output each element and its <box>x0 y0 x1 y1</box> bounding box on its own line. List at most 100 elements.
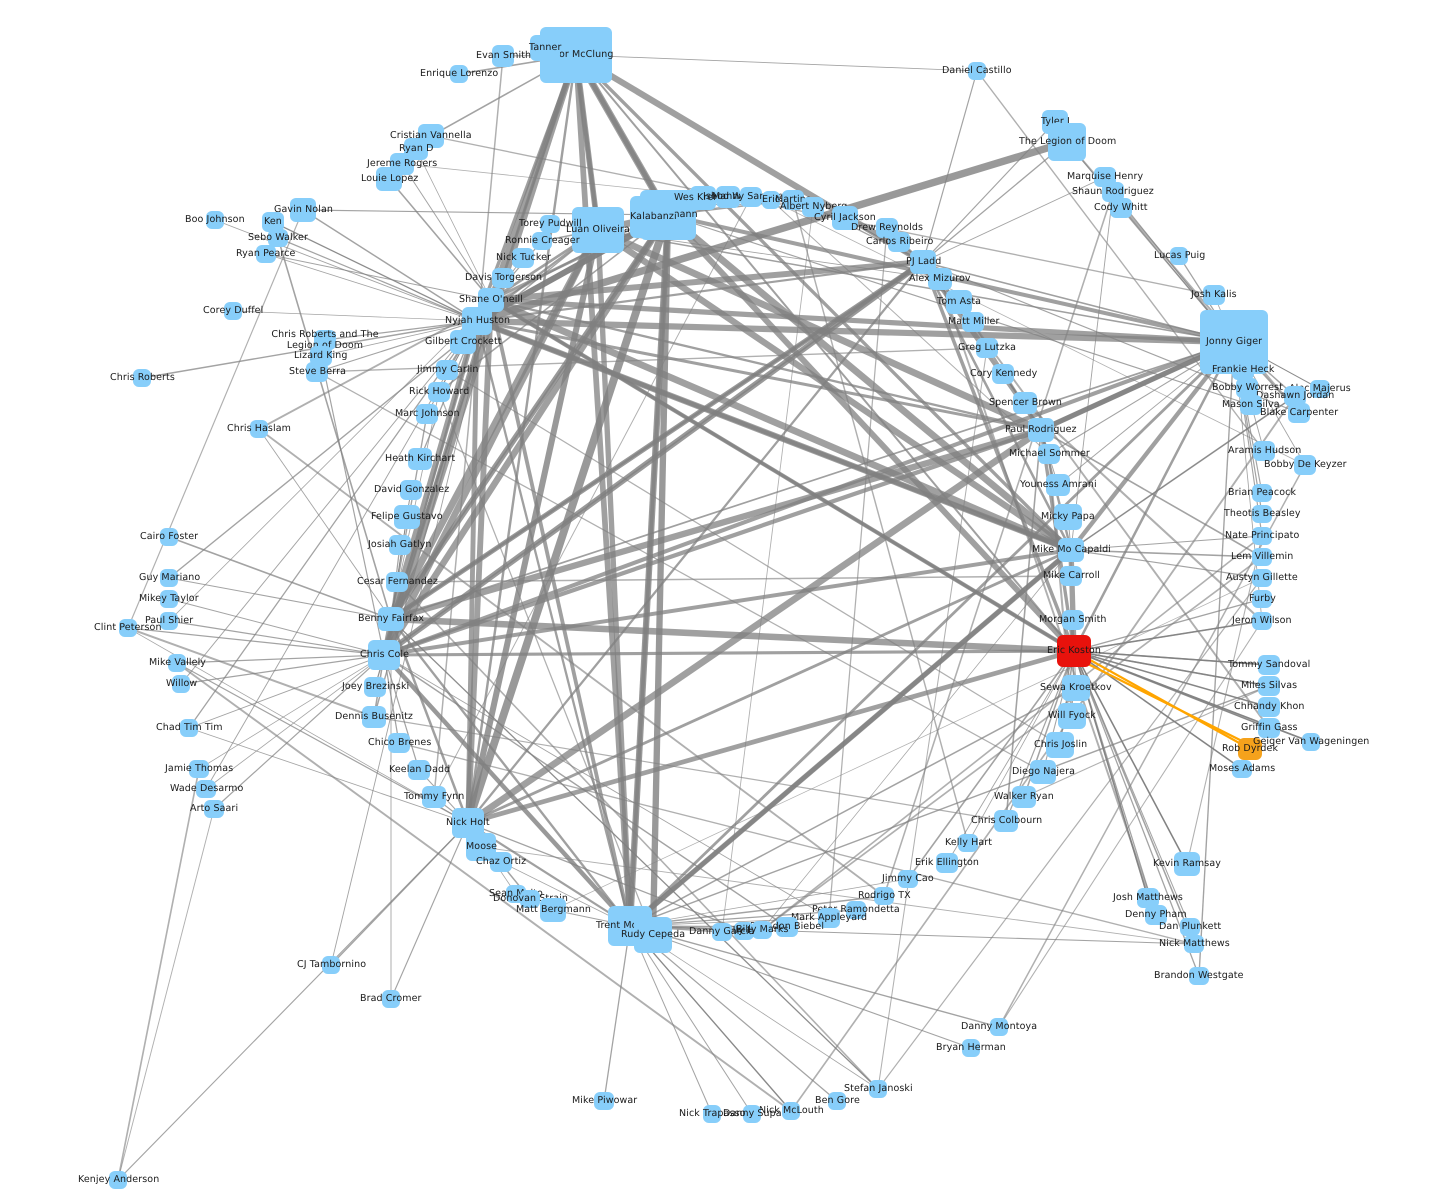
graph-node[interactable] <box>874 887 894 905</box>
graph-node[interactable] <box>1145 905 1167 925</box>
graph-node[interactable] <box>160 612 178 630</box>
graph-node[interactable] <box>540 215 560 233</box>
graph-node[interactable] <box>1288 403 1310 423</box>
graph-node[interactable] <box>1174 852 1200 876</box>
graph-node[interactable] <box>1240 395 1262 415</box>
graph-node[interactable] <box>196 780 216 798</box>
graph-node[interactable] <box>376 167 402 191</box>
graph-node[interactable] <box>762 191 780 209</box>
graph-node[interactable] <box>180 719 198 737</box>
graph-node[interactable] <box>1054 504 1082 530</box>
graph-node[interactable] <box>368 640 400 670</box>
graph-node[interactable] <box>1258 676 1280 696</box>
graph-node[interactable] <box>386 572 408 592</box>
graph-node[interactable] <box>1060 566 1082 586</box>
graph-node[interactable] <box>958 834 978 852</box>
graph-node[interactable] <box>634 917 672 953</box>
graph-node[interactable] <box>1284 386 1306 406</box>
graph-node[interactable] <box>1258 655 1280 675</box>
graph-node[interactable] <box>189 760 209 778</box>
graph-node[interactable] <box>1184 935 1204 953</box>
graph-node[interactable] <box>400 480 422 500</box>
graph-node[interactable] <box>428 382 450 402</box>
graph-node[interactable] <box>962 312 984 332</box>
graph-node[interactable] <box>928 268 952 290</box>
graph-node[interactable] <box>976 338 998 358</box>
graph-node[interactable] <box>422 786 446 808</box>
graph-node[interactable] <box>572 207 624 253</box>
graph-node[interactable] <box>314 330 336 350</box>
graph-node[interactable] <box>992 364 1014 384</box>
graph-node[interactable] <box>1062 610 1084 630</box>
graph-node[interactable] <box>168 654 186 672</box>
graph-node[interactable] <box>946 290 972 314</box>
graph-node[interactable] <box>782 190 804 210</box>
graph-node[interactable] <box>1203 285 1225 305</box>
graph-node[interactable] <box>740 187 762 207</box>
graph-node[interactable] <box>119 619 137 637</box>
graph-node[interactable] <box>962 1039 980 1057</box>
graph-node[interactable] <box>869 1080 887 1098</box>
graph-node[interactable] <box>492 268 514 288</box>
graph-node[interactable] <box>1310 380 1330 398</box>
graph-node[interactable] <box>1232 360 1254 380</box>
graph-node[interactable] <box>990 1018 1008 1036</box>
graph-node[interactable] <box>322 956 340 974</box>
graph-node[interactable] <box>520 890 540 908</box>
graph-node[interactable] <box>1046 474 1070 496</box>
graph-node[interactable] <box>204 800 224 818</box>
graph-node[interactable] <box>1028 418 1054 442</box>
graph-node[interactable] <box>1236 378 1258 398</box>
graph-node[interactable] <box>1238 738 1262 760</box>
graph-node[interactable] <box>1189 967 1209 985</box>
graph-node[interactable] <box>310 346 332 366</box>
graph-node[interactable] <box>408 760 430 780</box>
graph-node[interactable] <box>1252 527 1272 545</box>
graph-node[interactable] <box>846 901 866 919</box>
graph-node[interactable] <box>1102 182 1124 202</box>
graph-node[interactable] <box>802 197 824 217</box>
graph-node[interactable] <box>408 448 432 470</box>
graph-node[interactable] <box>362 706 386 728</box>
graph-node[interactable] <box>416 404 438 424</box>
graph-node[interactable] <box>832 206 858 230</box>
graph-node[interactable] <box>306 362 328 382</box>
graph-node[interactable] <box>818 908 840 928</box>
graph-node[interactable] <box>1180 918 1200 936</box>
graph-node[interactable] <box>250 420 268 438</box>
graph-node[interactable] <box>492 45 514 67</box>
graph-node[interactable] <box>1258 718 1280 738</box>
graph-node[interactable] <box>530 35 560 61</box>
graph-node[interactable] <box>1057 635 1091 667</box>
graph-node[interactable] <box>160 528 178 546</box>
graph-node[interactable] <box>388 733 410 753</box>
graph-node[interactable] <box>109 1171 127 1189</box>
graph-node[interactable] <box>690 186 716 210</box>
graph-node[interactable] <box>160 590 178 608</box>
graph-node[interactable] <box>734 922 754 940</box>
graph-node[interactable] <box>1232 760 1252 778</box>
graph-node[interactable] <box>630 196 676 238</box>
graph-node[interactable] <box>716 186 740 208</box>
graph-node[interactable] <box>1048 123 1086 161</box>
graph-node[interactable] <box>512 248 534 268</box>
graph-node[interactable] <box>828 1092 846 1110</box>
graph-node[interactable] <box>703 1105 721 1123</box>
graph-node[interactable] <box>1046 732 1074 758</box>
graph-node[interactable] <box>436 360 458 380</box>
graph-node[interactable] <box>290 198 316 222</box>
graph-node[interactable] <box>540 898 566 922</box>
graph-node[interactable] <box>594 1092 614 1110</box>
graph-node[interactable] <box>1252 569 1272 587</box>
graph-node[interactable] <box>224 302 242 320</box>
graph-node[interactable] <box>776 917 798 937</box>
graph-node[interactable] <box>1302 733 1320 751</box>
graph-node[interactable] <box>1030 760 1056 784</box>
graph-node[interactable] <box>450 330 476 354</box>
graph-node[interactable] <box>382 990 400 1008</box>
graph-node[interactable] <box>206 211 224 229</box>
graph-node[interactable] <box>172 675 190 693</box>
graph-node[interactable] <box>898 870 918 888</box>
graph-node[interactable] <box>133 369 151 387</box>
